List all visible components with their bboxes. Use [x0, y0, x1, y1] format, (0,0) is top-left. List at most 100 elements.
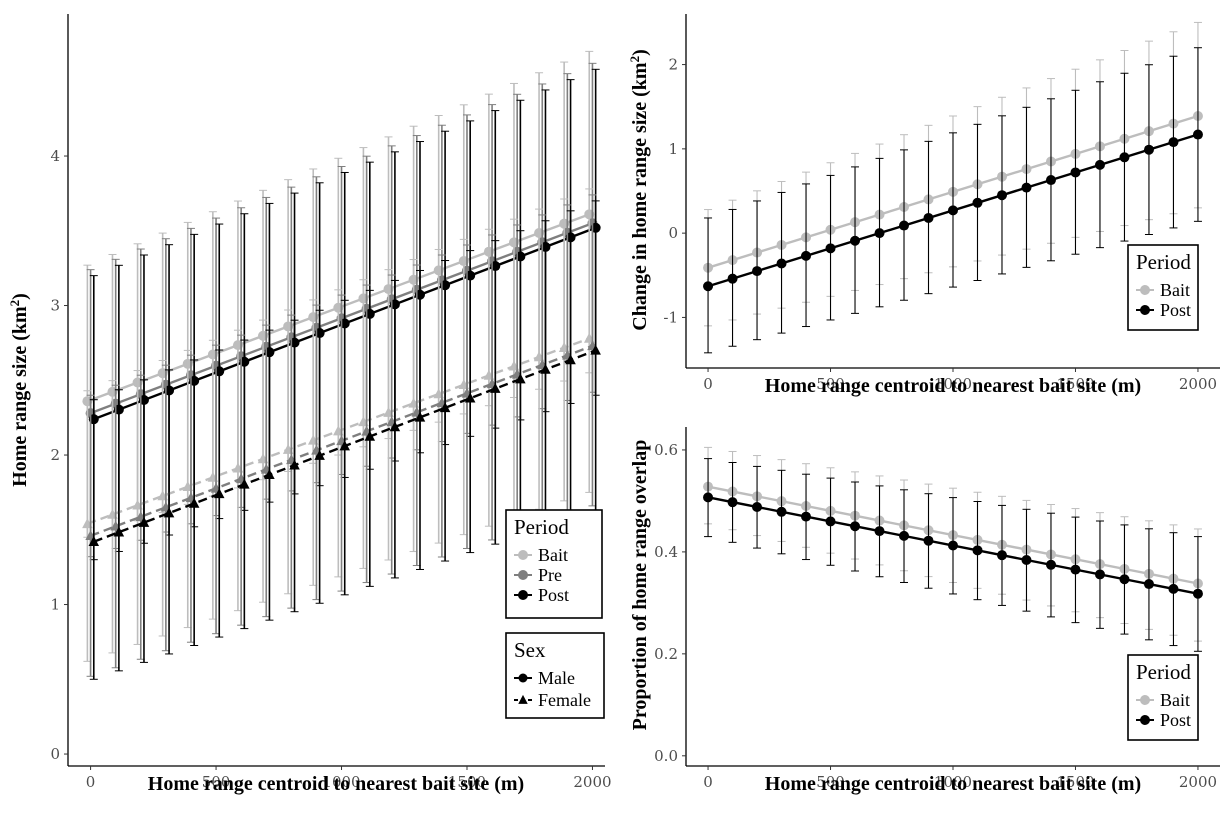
- legend-label: Bait: [1160, 280, 1190, 300]
- data-point: [1094, 569, 1105, 580]
- x-tick-label: 500: [816, 773, 845, 791]
- data-point: [1070, 564, 1081, 575]
- data-point: [1119, 574, 1130, 585]
- data-point: [1094, 159, 1105, 170]
- x-axis-title: Home range centroid to nearest bait site…: [765, 375, 1141, 397]
- data-point: [874, 526, 885, 537]
- data-point: [899, 220, 910, 231]
- x-tick-label: 1500: [1056, 375, 1094, 393]
- data-point: [1021, 182, 1032, 193]
- legend-box: [1127, 654, 1199, 741]
- data-point: [948, 540, 958, 551]
- x-tick-label: 1000: [322, 773, 360, 791]
- y-axis-title-superscript: 2: [7, 300, 22, 307]
- y-tick-label: 0.0: [654, 747, 678, 765]
- y-axis-title-superscript: 2: [627, 56, 642, 63]
- data-point: [1045, 559, 1056, 570]
- legend-label: Post: [538, 585, 569, 605]
- panel-home-range-size: 0 1 2 3 4 0 500 1000 1500 2000 Home range centroid…: [7, 14, 612, 795]
- data-point: [590, 344, 601, 355]
- x-tick-label: 2000: [1179, 375, 1217, 393]
- data-point: [923, 535, 934, 546]
- legend-label: Male: [538, 668, 575, 688]
- data-point: [923, 212, 934, 223]
- data-point: [490, 382, 501, 393]
- legend-marker: [518, 590, 528, 600]
- data-point: [703, 492, 714, 503]
- data-point: [801, 250, 812, 261]
- y-tick-label: 0: [50, 745, 60, 763]
- y-axis-title-close: ): [9, 293, 31, 300]
- data-point: [825, 243, 836, 254]
- series-post: [703, 47, 1203, 354]
- legend-title: Period: [514, 515, 569, 539]
- y-tick-label: 3: [50, 297, 60, 315]
- y-tick-label: 0.4: [654, 543, 678, 561]
- data-point: [727, 497, 738, 508]
- series-pre-female: [85, 194, 598, 677]
- data-point: [948, 205, 958, 216]
- x-tick-label: 1000: [934, 773, 972, 791]
- y-tick-label: 2: [668, 56, 678, 74]
- data-point: [1192, 129, 1203, 140]
- x-tick-label: 2000: [1179, 773, 1217, 791]
- series-post-female: [88, 200, 601, 680]
- data-point: [1168, 137, 1179, 148]
- data-point: [996, 550, 1007, 561]
- data-point: [1070, 167, 1081, 178]
- data-point: [439, 402, 451, 413]
- x-axis-title: Home range centroid to nearest bait site…: [765, 773, 1141, 795]
- data-point: [776, 258, 787, 269]
- x-tick-label: 2000: [573, 773, 611, 791]
- x-tick-label: 500: [202, 773, 231, 791]
- series-post: [703, 458, 1203, 652]
- data-point: [1021, 554, 1032, 565]
- y-axis-title-unit: (km: [9, 306, 31, 341]
- x-tick-label: 1000: [934, 375, 972, 393]
- y-axis-title-main: Change in home range size: [629, 97, 651, 331]
- panel-home-range-overlap: 0.0 0.2 0.4 0.6 0 500 1000 1500 2000 Home range c…: [629, 427, 1220, 795]
- data-point: [339, 440, 350, 451]
- data-point: [214, 488, 225, 499]
- y-axis-title-close: ): [629, 49, 651, 56]
- data-point: [727, 273, 738, 284]
- legend-label: Bait: [1160, 690, 1190, 710]
- y-tick-label: 1: [668, 140, 678, 158]
- x-tick-label: 0: [86, 773, 96, 791]
- data-point: [776, 506, 787, 517]
- data-point: [1119, 152, 1130, 163]
- legend-box: [505, 509, 603, 619]
- data-point: [389, 421, 401, 432]
- data-point: [289, 459, 300, 470]
- data-point: [138, 516, 150, 527]
- legend-title: Period: [1136, 660, 1191, 684]
- legend-title: Sex: [514, 638, 546, 662]
- data-point: [1168, 583, 1179, 594]
- y-tick-label: 0.2: [654, 645, 678, 663]
- data-point: [113, 526, 125, 537]
- data-point: [163, 507, 175, 518]
- data-point: [825, 516, 836, 527]
- legend-label: Female: [538, 690, 591, 710]
- y-tick-label: 0: [668, 224, 678, 242]
- x-tick-label: 0: [703, 773, 713, 791]
- data-point: [314, 449, 325, 460]
- data-point: [703, 281, 714, 292]
- data-point: [88, 536, 100, 547]
- data-point: [850, 235, 861, 246]
- x-tick-label: 500: [816, 375, 845, 393]
- x-tick-label: 1500: [448, 773, 486, 791]
- y-axis-title-main: Home range size: [9, 341, 31, 487]
- data-point: [239, 478, 250, 489]
- y-axis-title: Home range size (km2): [7, 293, 32, 487]
- data-point: [899, 530, 910, 541]
- data-point: [414, 411, 426, 422]
- legend-label: Post: [1160, 300, 1191, 320]
- legend-marker: [1140, 695, 1150, 705]
- data-point: [264, 469, 275, 480]
- data-point: [801, 511, 812, 522]
- data-point: [972, 197, 983, 208]
